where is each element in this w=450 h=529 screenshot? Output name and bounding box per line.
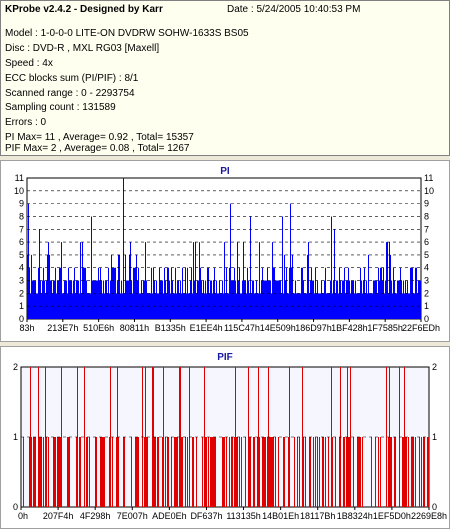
scan-date: Date : 5/24/2005 10:40:53 PM [227, 4, 361, 15]
info-ecc: ECC blocks sum (PI/PIF) : 8/1 [5, 73, 139, 84]
y-tick-label-right: 0 [432, 502, 437, 512]
y-tick-label-left: 5 [19, 250, 24, 260]
y-tick-label-left: 2 [13, 362, 18, 372]
y-tick-label-right: 2 [432, 362, 437, 372]
info-errors: Errors : 0 [5, 117, 47, 128]
x-tick-label: 115C47h [224, 323, 260, 333]
y-tick-label-right: 10 [424, 186, 434, 196]
pif-chart: 0 0 1 1 2 2 0h 207F4h 4F298h 7E007h ADE0Eh DF637h 11… [13, 362, 447, 521]
y-tick-label-left: 4 [19, 263, 24, 273]
x-tick-label: 1B8324h [337, 511, 373, 521]
pif-chart-title: PIF [217, 352, 233, 363]
x-tick-label: DF637h [190, 511, 222, 521]
info-pif-stats: PIF Max= 2 , Average= 0.08 , Total= 1267 [5, 143, 190, 154]
y-tick-label-left: 0 [13, 502, 18, 512]
x-tick-label: 186D97h [295, 323, 332, 333]
x-tick-label: ADE0Eh [152, 511, 187, 521]
y-tick-label-left: 9 [19, 199, 24, 209]
y-tick-label-right: 0 [424, 314, 429, 324]
y-tick-label-left: 0 [19, 314, 24, 324]
pi-chart-title: PI [220, 166, 230, 177]
x-tick-label: 1EF5D0h [373, 511, 411, 521]
x-tick-label: 14E509h [260, 323, 296, 333]
y-tick-label-left: 6 [19, 237, 24, 247]
x-tick-label: 18117Bh [300, 511, 335, 521]
y-tick-label-right: 2 [424, 288, 429, 298]
app-title: KProbe v2.4.2 - Designed by Karr [5, 4, 163, 15]
info-panel: KProbe v2.4.2 - Designed by Karr Date : … [0, 0, 450, 156]
x-tick-label: 2269E8h [411, 511, 447, 521]
y-tick-label-right: 4 [424, 263, 429, 273]
separator [0, 156, 450, 160]
x-tick-label: 1F7585h [367, 323, 403, 333]
y-tick-label-right: 6 [424, 237, 429, 247]
x-tick-label: 22F6EDh [402, 323, 440, 333]
x-tick-label: 83h [19, 323, 34, 333]
y-tick-label-left: 1 [19, 301, 24, 311]
info-model: Model : 1-0-0-0 LITE-ON DVDRW SOHW-1633S… [5, 28, 249, 39]
x-tick-label: 0h [18, 511, 28, 521]
pi-chart-panel: PI 0 0 1 1 2 2 3 3 4 4 5 5 6 6 7 7 8 8 9 9 10 10 11 11 83h 213E7h… [0, 160, 450, 342]
info-pi-stats: PI Max= 11 , Average= 0.92 , Total= 1535… [5, 132, 194, 143]
y-tick-label-right: 7 [424, 224, 429, 234]
y-tick-label-left: 7 [19, 224, 24, 234]
y-tick-label-right: 3 [424, 276, 429, 286]
y-tick-label-right: 1 [432, 432, 437, 442]
x-tick-label: 4F298h [80, 511, 111, 521]
y-tick-label-left: 3 [19, 276, 24, 286]
info-speed: Speed : 4x [5, 58, 53, 69]
x-tick-label: 113135h [226, 511, 260, 521]
x-tick-label: 1BF428h [331, 323, 368, 333]
y-tick-label-right: 8 [424, 211, 429, 221]
info-range: Scanned range : 0 - 2293754 [5, 88, 135, 99]
y-tick-label-left: 11 [15, 173, 24, 183]
y-tick-label-left: 1 [13, 432, 18, 442]
pif-chart-panel: PIF 0 0 1 1 2 2 0h 207F4h 4F298h 7E007h ADE0Eh DF63… [0, 346, 450, 529]
x-tick-label: 207F4h [43, 511, 74, 521]
y-tick-label-left: 2 [19, 288, 24, 298]
y-tick-label-right: 9 [424, 199, 429, 209]
y-tick-label-right: 1 [424, 301, 429, 311]
separator [0, 342, 450, 346]
x-tick-label: B1335h [155, 323, 186, 333]
x-tick-label: 213E7h [47, 323, 78, 333]
y-tick-label-left: 8 [19, 211, 24, 221]
info-disc: Disc : DVD-R , MXL RG03 [Maxell] [5, 43, 160, 54]
y-tick-label-right: 5 [424, 250, 429, 260]
x-tick-label: 14B01Eh [262, 511, 299, 521]
x-tick-label: 80811h [120, 323, 149, 333]
x-tick-label: E1EE4h [190, 323, 223, 333]
info-sampling: Sampling count : 131589 [5, 102, 116, 113]
x-tick-label: 7E007h [117, 511, 148, 521]
x-tick-label: 510E6h [83, 323, 114, 333]
y-tick-label-right: 11 [424, 173, 433, 183]
y-tick-label-left: 10 [14, 186, 24, 196]
